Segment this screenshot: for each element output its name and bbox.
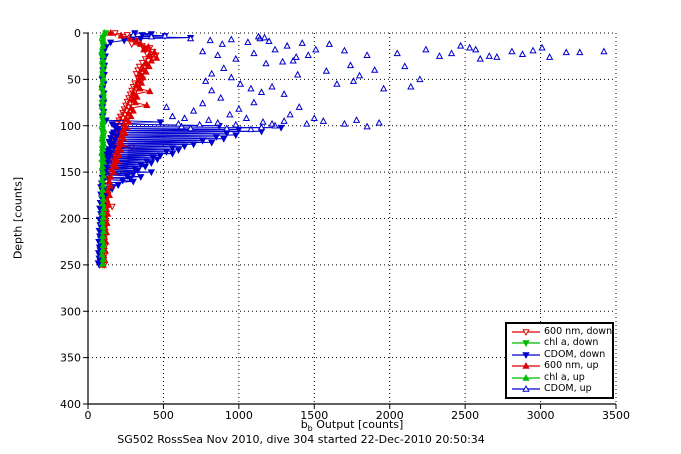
legend-item: chl a, up bbox=[511, 372, 608, 383]
x-tick-label: 1500 bbox=[300, 409, 328, 422]
legend-item: 600 nm, up bbox=[511, 361, 608, 372]
x-tick-label: 0 bbox=[85, 409, 92, 422]
legend-item: CDOM, down bbox=[511, 349, 608, 360]
x-axis-label-part: Output [counts] bbox=[312, 418, 404, 431]
y-tick-label: 400 bbox=[60, 398, 81, 411]
y-tick-label: 0 bbox=[74, 27, 81, 40]
x-tick-label: 3500 bbox=[602, 409, 630, 422]
x-axis-label-part: b bbox=[300, 418, 308, 431]
figure-caption: SG502 RossSea Nov 2010, dive 304 started… bbox=[117, 433, 485, 446]
legend-swatch-icon bbox=[512, 385, 540, 392]
legend-swatch-icon bbox=[512, 362, 540, 369]
y-tick-label: 350 bbox=[60, 352, 81, 365]
x-tick-label: 3000 bbox=[527, 409, 555, 422]
legend-label: CDOM, up bbox=[544, 383, 592, 395]
series-line-2 bbox=[97, 32, 282, 266]
legend-item: chl a, down bbox=[511, 338, 608, 349]
legend-swatch-icon bbox=[512, 352, 540, 359]
series-markers-3 bbox=[99, 28, 161, 268]
x-tick-label: 1000 bbox=[225, 409, 253, 422]
y-tick-label: 50 bbox=[67, 73, 81, 86]
legend: 600 nm, down chl a, down CDOM, down 600 nm,… bbox=[505, 322, 614, 399]
legend-item: 600 nm, down bbox=[511, 326, 612, 337]
y-tick-label: 300 bbox=[60, 305, 81, 318]
x-axis-label-part: b bbox=[307, 424, 313, 434]
x-tick-label: 2500 bbox=[451, 409, 479, 422]
y-tick-label: 100 bbox=[60, 120, 81, 133]
legend-swatch-icon bbox=[512, 329, 540, 336]
y-axis-label: Depth [counts] bbox=[11, 176, 25, 260]
x-axis-label: bb Output [counts] bbox=[301, 418, 404, 433]
y-tick-label: 250 bbox=[60, 259, 81, 272]
y-tick-label: 150 bbox=[60, 166, 81, 179]
legend-swatch-icon bbox=[512, 373, 540, 381]
legend-label: chl a, up bbox=[544, 371, 585, 383]
legend-swatch-icon bbox=[512, 340, 540, 348]
x-tick-label: 500 bbox=[153, 409, 174, 422]
x-tick-label: 2000 bbox=[376, 409, 404, 422]
legend-label: 600 nm, up bbox=[544, 360, 599, 372]
series-markers-4 bbox=[98, 28, 109, 267]
legend-label: CDOM, down bbox=[544, 348, 606, 360]
legend-item: CDOM, up bbox=[511, 384, 608, 395]
legend-label: 600 nm, down bbox=[544, 325, 613, 337]
series-markers-5 bbox=[129, 30, 608, 133]
y-tick-label: 200 bbox=[60, 213, 81, 226]
legend-label: chl a, down bbox=[544, 337, 599, 349]
